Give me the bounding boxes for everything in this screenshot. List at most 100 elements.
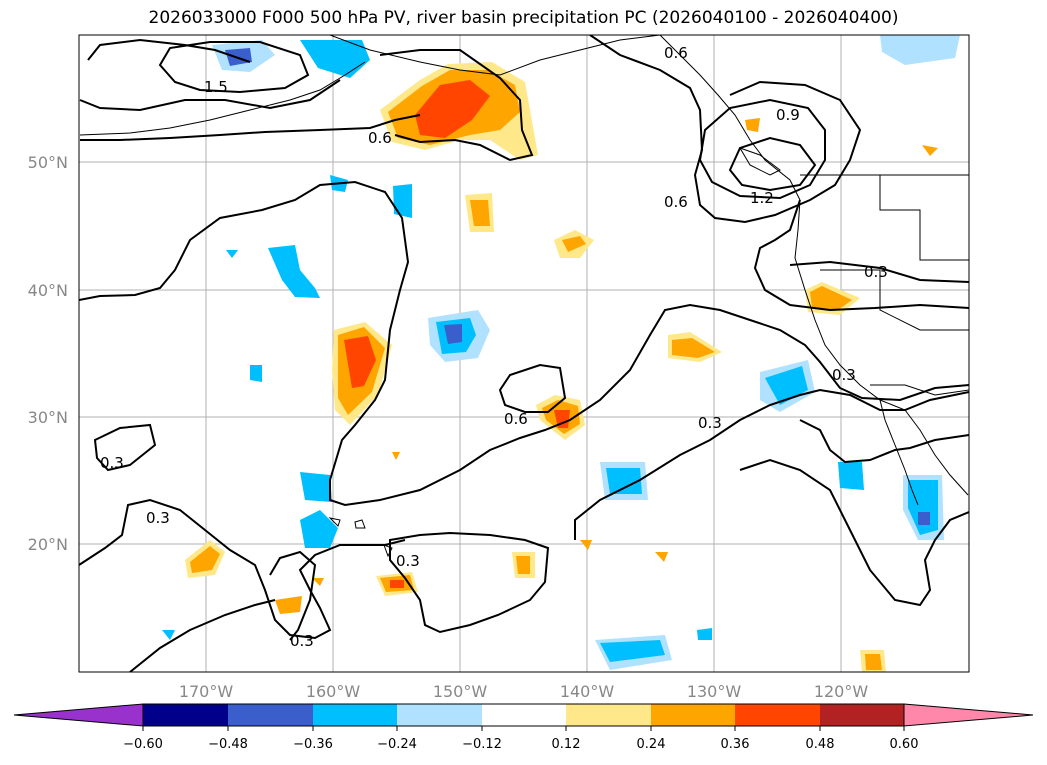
pv-contour <box>574 388 969 540</box>
hawaii-1 <box>328 517 341 527</box>
contour-label: 1.2 <box>750 189 774 207</box>
map-title: 2026033000 F000 500 hPa PV, river basin … <box>148 8 899 28</box>
pv-contour <box>158 41 310 94</box>
lon-label: 140°W <box>560 682 615 701</box>
pv-contour <box>389 531 550 634</box>
colorbar-tick-label: 0.48 <box>806 737 835 752</box>
pos-area <box>470 200 490 226</box>
colorbar-tick-label: 0.24 <box>637 737 666 752</box>
contour-label: 0.3 <box>698 414 722 432</box>
neg-area <box>300 510 338 548</box>
neg-area <box>393 184 412 218</box>
coastlines <box>79 35 969 558</box>
pos-area <box>392 452 400 460</box>
lon-label: 150°W <box>433 682 488 701</box>
contour-label: 1.5 <box>204 78 228 96</box>
colorbar-swatch <box>397 704 482 726</box>
lon-label: 170°W <box>179 682 234 701</box>
colorbar-frame <box>142 703 905 727</box>
colorbar-swatch <box>143 704 228 726</box>
colorbar-tick-label: −0.12 <box>462 737 502 752</box>
neg-area <box>880 35 960 65</box>
lat-label: 50°N <box>28 153 68 172</box>
pv-contour <box>269 550 317 641</box>
lat-label: 40°N <box>28 281 68 300</box>
neg-area <box>268 245 320 298</box>
us-west-coast <box>794 199 969 496</box>
contour-label: 0.9 <box>776 106 800 124</box>
contour-label: 0.3 <box>864 263 888 281</box>
contour-label: 0.6 <box>664 193 688 211</box>
contour-label: 0.3 <box>290 632 314 650</box>
neg-area <box>250 365 262 382</box>
pv-contour <box>498 363 567 413</box>
colorbar-extend-max <box>903 703 1034 727</box>
pos-area <box>655 552 668 562</box>
pos-area <box>415 80 490 138</box>
neg-area <box>908 480 938 535</box>
vancouver-island <box>738 147 781 176</box>
contour-label: 0.3 <box>100 454 124 472</box>
lon-label: 130°W <box>687 682 742 701</box>
pos-area <box>275 596 302 614</box>
colorbar-ticks <box>142 726 905 731</box>
pos-area <box>516 556 530 574</box>
contour-label: 0.3 <box>146 509 170 527</box>
pv-contour <box>789 260 969 283</box>
colorbar-tick-label: 0.12 <box>552 737 581 752</box>
pv-contour <box>87 38 251 63</box>
colorbar-swatch <box>482 704 566 726</box>
neg-area <box>606 468 642 494</box>
neg-area <box>444 324 462 344</box>
pos-area <box>865 654 882 670</box>
colorbar-tick-label: −0.60 <box>123 737 163 752</box>
latitude-labels: 50°N 40°N 30°N 20°N <box>28 153 68 554</box>
contour-label: 0.3 <box>832 366 856 384</box>
contour-labels: 1.5 0.6 0.6 0.9 0.6 1.2 0.3 0.6 0.3 0.3 … <box>100 44 888 650</box>
neg-area <box>300 472 332 502</box>
pv-contour <box>698 98 826 200</box>
pv-contour <box>739 458 969 607</box>
aleutian-chain <box>79 61 366 136</box>
colorbar-swatch <box>735 704 820 726</box>
pos-area <box>580 540 592 550</box>
lon-label: 160°W <box>306 682 361 701</box>
mexico-border <box>870 384 969 396</box>
lon-label: 120°W <box>814 682 869 701</box>
colorbar: −0.60 −0.48 −0.36 −0.24 −0.12 0.12 0.24 … <box>13 703 1034 752</box>
neg-area <box>225 48 252 66</box>
colorbar-tick-label: 0.36 <box>721 737 750 752</box>
pos-area <box>190 546 220 573</box>
precip-positive-areas <box>185 62 938 672</box>
colorbar-extend-min <box>13 703 144 727</box>
pos-area <box>562 236 586 252</box>
state-border-2 <box>820 269 969 331</box>
pv-contour <box>79 498 406 640</box>
colorbar-tick-label: −0.24 <box>377 737 417 752</box>
pv-contour <box>93 423 157 472</box>
bc-coast <box>659 35 801 201</box>
colorbar-swatch <box>651 704 735 726</box>
lat-label: 30°N <box>28 408 68 427</box>
pos-area <box>312 578 324 586</box>
neg-area <box>226 250 238 258</box>
lat-label: 20°N <box>28 535 68 554</box>
longitude-labels: 170°W 160°W 150°W 140°W 130°W 120°W <box>179 682 869 701</box>
neg-area <box>300 40 370 78</box>
neg-area <box>600 640 665 662</box>
state-border-1 <box>879 175 969 261</box>
hawaii-2 <box>354 519 366 529</box>
contour-label: 0.6 <box>368 129 392 147</box>
contour-label: 0.6 <box>504 410 528 428</box>
baja-coast <box>879 399 919 506</box>
plot-frame <box>78 34 970 673</box>
pos-area <box>922 145 938 156</box>
colorbar-tick-label: −0.48 <box>208 737 248 752</box>
pv-contour <box>753 199 969 312</box>
pos-area <box>810 286 852 310</box>
neg-area <box>918 512 930 525</box>
colorbar-swatch <box>820 704 904 726</box>
colorbar-tick-label: 0.60 <box>890 737 919 752</box>
pos-area <box>344 336 376 388</box>
